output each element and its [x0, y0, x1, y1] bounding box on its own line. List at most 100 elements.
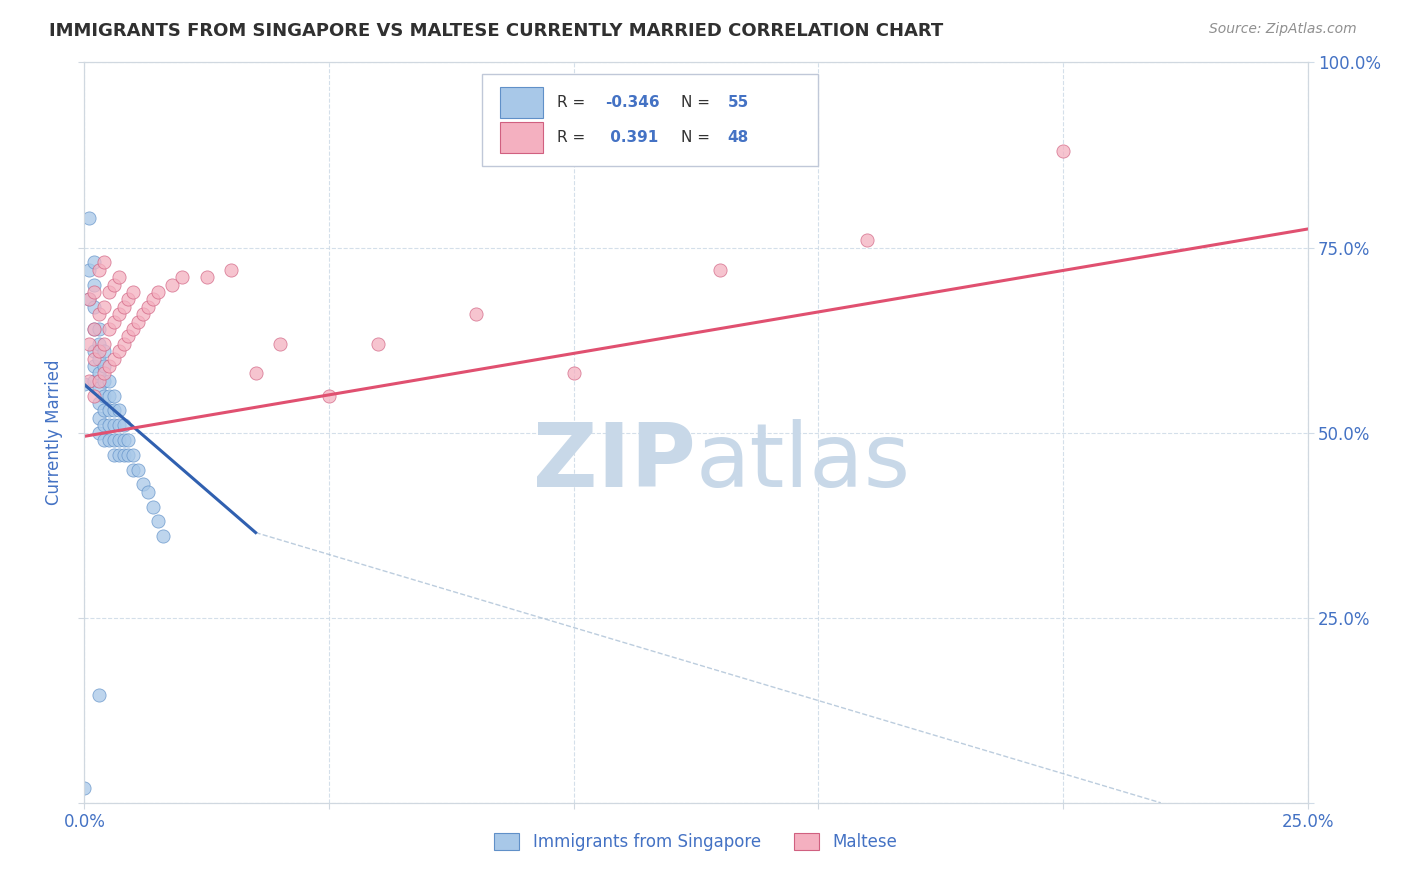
Point — [162, 277, 184, 292]
Point — [464, 307, 486, 321]
Point — [77, 262, 100, 277]
Point — [117, 293, 139, 307]
Point — [97, 285, 120, 299]
Point — [87, 307, 110, 321]
Point — [122, 448, 145, 462]
Point — [77, 336, 100, 351]
Point — [87, 351, 110, 366]
Point — [87, 262, 110, 277]
Point — [87, 689, 110, 703]
Point — [142, 293, 165, 307]
Text: IMMIGRANTS FROM SINGAPORE VS MALTESE CURRENTLY MARRIED CORRELATION CHART: IMMIGRANTS FROM SINGAPORE VS MALTESE CUR… — [49, 22, 943, 40]
Point — [107, 270, 129, 285]
Point — [87, 396, 110, 410]
Point — [83, 322, 105, 336]
Point — [87, 344, 110, 359]
Point — [93, 344, 115, 359]
Point — [107, 344, 129, 359]
Point — [93, 336, 115, 351]
Point — [83, 255, 105, 269]
Point — [87, 410, 110, 425]
Point — [77, 293, 100, 307]
Point — [77, 293, 100, 307]
Point — [93, 255, 115, 269]
Point — [117, 433, 139, 447]
Bar — [501, 87, 543, 118]
Point — [112, 336, 135, 351]
Point — [83, 344, 105, 359]
Point — [97, 403, 120, 417]
Point — [83, 285, 105, 299]
Point — [83, 388, 105, 402]
Point — [269, 336, 291, 351]
Point — [83, 277, 105, 292]
Point — [87, 381, 110, 395]
Text: R =: R = — [557, 129, 589, 145]
Point — [112, 433, 135, 447]
Point — [107, 418, 129, 433]
Point — [152, 529, 174, 543]
Point — [83, 300, 105, 314]
Point — [87, 336, 110, 351]
Point — [77, 211, 100, 225]
Point — [97, 374, 120, 388]
Text: N =: N = — [682, 95, 716, 110]
Point — [112, 418, 135, 433]
Text: ZIP: ZIP — [533, 418, 696, 506]
Point — [318, 388, 340, 402]
Point — [97, 433, 120, 447]
Point — [112, 448, 135, 462]
Point — [367, 336, 389, 351]
Point — [73, 377, 96, 392]
Point — [107, 433, 129, 447]
Point — [562, 367, 585, 381]
Point — [1052, 145, 1074, 159]
Point — [136, 300, 159, 314]
Text: -0.346: -0.346 — [606, 95, 659, 110]
Text: R =: R = — [557, 95, 589, 110]
Point — [87, 367, 110, 381]
Point — [122, 322, 145, 336]
Point — [117, 329, 139, 343]
Point — [103, 418, 125, 433]
Point — [117, 448, 139, 462]
Point — [97, 388, 120, 402]
Point — [93, 433, 115, 447]
Point — [709, 262, 731, 277]
Point — [127, 462, 149, 476]
Point — [97, 322, 120, 336]
Y-axis label: Currently Married: Currently Married — [45, 359, 63, 506]
Point — [103, 388, 125, 402]
Legend: Immigrants from Singapore, Maltese: Immigrants from Singapore, Maltese — [488, 826, 904, 857]
Text: 55: 55 — [728, 95, 749, 110]
Point — [146, 515, 169, 529]
Point — [97, 359, 120, 373]
Point — [103, 433, 125, 447]
Point — [93, 300, 115, 314]
Point — [136, 484, 159, 499]
Point — [122, 285, 145, 299]
Point — [87, 425, 110, 440]
Point — [142, 500, 165, 514]
Point — [856, 233, 879, 247]
Text: N =: N = — [682, 129, 716, 145]
Text: atlas: atlas — [696, 418, 911, 506]
Point — [93, 418, 115, 433]
Text: 0.391: 0.391 — [606, 129, 658, 145]
Point — [103, 277, 125, 292]
FancyBboxPatch shape — [482, 73, 818, 166]
Point — [83, 374, 105, 388]
Point — [93, 403, 115, 417]
Point — [77, 374, 100, 388]
Point — [122, 462, 145, 476]
Point — [195, 270, 218, 285]
Point — [107, 403, 129, 417]
Point — [83, 351, 105, 366]
Point — [172, 270, 194, 285]
Point — [93, 367, 115, 381]
Point — [87, 374, 110, 388]
Point — [146, 285, 169, 299]
Point — [132, 307, 155, 321]
Point — [245, 367, 267, 381]
Point — [93, 374, 115, 388]
